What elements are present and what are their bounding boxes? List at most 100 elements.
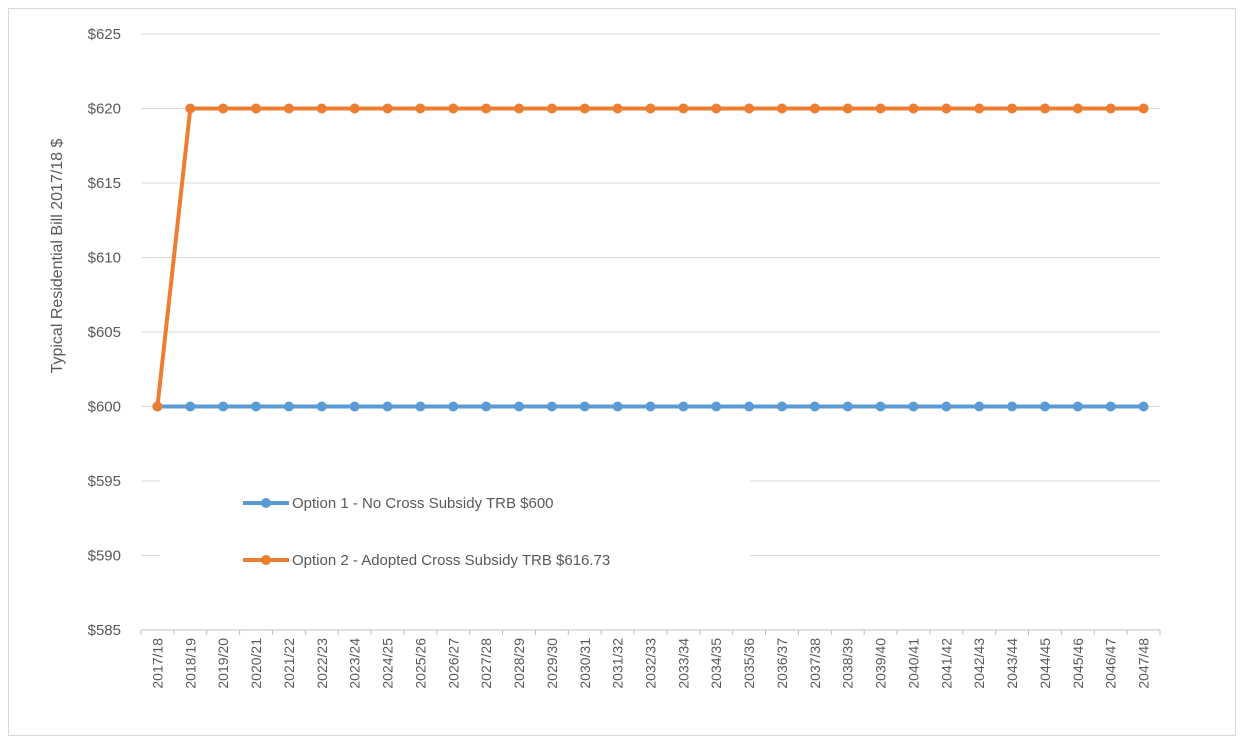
data-point — [514, 103, 525, 114]
data-point — [1105, 103, 1116, 114]
y-tick-label: $625 — [88, 26, 121, 43]
x-tick-label: 2046/47 — [1103, 638, 1119, 689]
data-point — [382, 103, 393, 114]
chart-frame — [8, 8, 1236, 736]
data-point — [481, 103, 492, 114]
data-point — [579, 401, 590, 412]
x-tick-label: 2036/37 — [774, 638, 790, 689]
x-tick-label: 2040/41 — [905, 638, 921, 689]
x-tick-label: 2038/39 — [840, 638, 856, 689]
x-tick-label: 2032/33 — [643, 638, 659, 689]
data-point — [678, 401, 689, 412]
y-axis-title: Typical Residential Bill 2017/18 $ — [49, 139, 66, 374]
data-point — [152, 401, 163, 412]
x-tick-label: 2035/36 — [741, 638, 757, 689]
data-point — [415, 401, 426, 412]
y-tick-label: $585 — [88, 622, 121, 639]
y-tick-label: $605 — [88, 324, 121, 341]
data-point — [349, 401, 360, 412]
series-1 — [152, 401, 1149, 412]
x-tick-label: 2025/26 — [412, 638, 428, 689]
data-point — [546, 401, 557, 412]
data-point — [1007, 103, 1018, 114]
x-tick-label: 2044/45 — [1037, 638, 1053, 689]
x-tick-label: 2022/23 — [314, 638, 330, 689]
data-point — [974, 401, 985, 412]
x-tick-label: 2047/48 — [1136, 638, 1152, 689]
data-point — [185, 401, 196, 412]
series — [152, 103, 1149, 412]
data-point — [908, 401, 919, 412]
data-point — [579, 103, 590, 114]
data-point — [776, 401, 787, 412]
x-tick-label: 2033/34 — [675, 638, 691, 689]
x-tick-label: 2029/30 — [544, 638, 560, 689]
data-point — [481, 401, 492, 412]
data-point — [283, 103, 294, 114]
data-point — [711, 401, 722, 412]
data-point — [1138, 401, 1149, 412]
data-point — [875, 103, 886, 114]
x-tick-label: 2039/40 — [873, 638, 889, 689]
x-tick-label: 2031/32 — [610, 638, 626, 689]
data-point — [448, 103, 459, 114]
data-point — [316, 401, 327, 412]
y-tick-label: $600 — [88, 399, 121, 416]
data-point — [875, 401, 886, 412]
x-tick-label: 2042/43 — [971, 638, 987, 689]
data-point — [941, 103, 952, 114]
x-axis-ticks: 2017/18 2018/19 2019/20 2020/21 2021/22 2022/… — [140, 629, 1161, 689]
data-point — [1039, 103, 1050, 114]
data-point — [908, 103, 919, 114]
data-point — [283, 401, 294, 412]
data-point — [744, 103, 755, 114]
data-point — [316, 103, 327, 114]
x-tick-label: 2027/28 — [478, 638, 494, 689]
y-tick-label: $610 — [88, 250, 121, 267]
x-tick-label: 2024/25 — [380, 638, 396, 689]
data-point — [218, 103, 229, 114]
data-point — [645, 103, 656, 114]
y-axis-ticks: $585 $590 $595 $600 $605 $610 $615 $620 $625 — [88, 26, 121, 639]
data-point — [809, 401, 820, 412]
data-point — [711, 103, 722, 114]
data-point — [842, 103, 853, 114]
x-tick-label: 2017/18 — [149, 638, 165, 689]
y-tick-label: $595 — [88, 473, 121, 490]
data-point — [678, 103, 689, 114]
data-point — [744, 401, 755, 412]
data-point — [546, 103, 557, 114]
data-point — [349, 103, 360, 114]
data-point — [1039, 401, 1050, 412]
data-point — [251, 401, 262, 412]
data-point — [185, 103, 196, 114]
data-point — [645, 401, 656, 412]
x-tick-label: 2037/38 — [807, 638, 823, 689]
legend-entry-1: Option 1 - No Cross Subsidy TRB $600 — [243, 495, 554, 512]
data-point — [514, 401, 525, 412]
data-point — [612, 103, 623, 114]
data-point — [1072, 103, 1083, 114]
data-point — [415, 103, 426, 114]
data-point — [612, 401, 623, 412]
legend-swatch-marker — [261, 498, 271, 508]
x-tick-label: 2034/35 — [708, 638, 724, 689]
y-tick-label: $590 — [88, 548, 121, 565]
x-tick-label: 2028/29 — [511, 638, 527, 689]
data-point — [1072, 401, 1083, 412]
x-tick-label: 2019/20 — [215, 638, 231, 689]
data-point — [218, 401, 229, 412]
data-point — [382, 401, 393, 412]
gridlines — [141, 33, 1160, 631]
y-tick-label: $615 — [88, 175, 121, 192]
data-point — [842, 401, 853, 412]
x-tick-label: 2043/44 — [1004, 638, 1020, 689]
x-tick-label: 2030/31 — [577, 638, 593, 689]
x-tick-label: 2026/27 — [445, 638, 461, 689]
series-2 — [152, 103, 1149, 412]
data-point — [941, 401, 952, 412]
x-tick-label: 2021/22 — [281, 638, 297, 689]
data-point — [1007, 401, 1018, 412]
legend: Option 1 - No Cross Subsidy TRB $600 Opti… — [243, 495, 610, 569]
